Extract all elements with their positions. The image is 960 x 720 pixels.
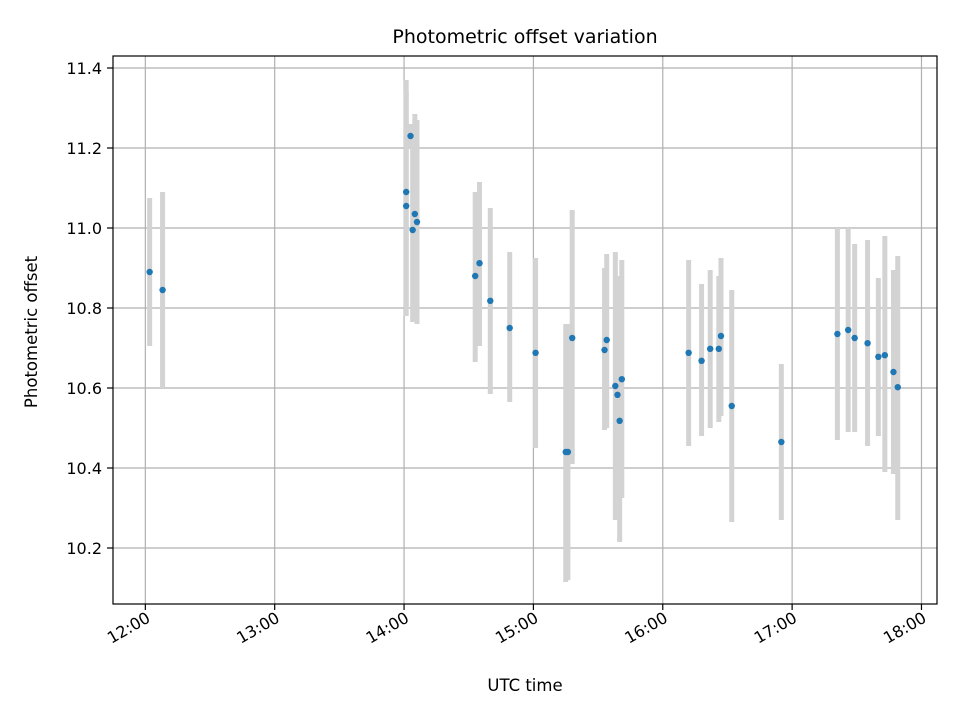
data-point	[532, 349, 539, 356]
x-axis-label: UTC time	[487, 676, 562, 695]
data-point	[403, 188, 410, 196]
data-point	[881, 352, 889, 359]
data-point	[715, 345, 723, 352]
y-tick-label: 10.6	[66, 379, 102, 398]
y-tick-label: 10.8	[66, 299, 102, 318]
data-point	[778, 438, 785, 446]
data-point	[875, 353, 882, 360]
data-point	[728, 402, 735, 410]
data-point	[159, 286, 166, 294]
data-point	[601, 346, 608, 354]
data-point	[864, 340, 871, 347]
chart-title: Photometric offset variation	[392, 26, 657, 48]
y-tick-label: 11.4	[66, 59, 102, 78]
data-points	[146, 132, 901, 456]
y-tick-label: 10.2	[66, 539, 102, 558]
y-axis-ticks: 10.2 10.4 10.6 10.8 11.0 11.2 11.4	[66, 59, 113, 558]
data-point	[409, 226, 416, 234]
data-point	[894, 384, 901, 391]
data-point	[616, 417, 623, 424]
data-point	[618, 376, 626, 383]
y-tick-label: 10.4	[66, 459, 102, 478]
data-point	[890, 368, 897, 376]
data-point	[564, 448, 572, 456]
data-point	[411, 210, 419, 218]
data-point	[146, 268, 153, 276]
data-point	[698, 357, 705, 364]
data-point	[685, 349, 692, 356]
data-point	[706, 345, 714, 352]
data-point	[851, 334, 858, 342]
data-point	[844, 326, 852, 334]
data-point	[614, 391, 621, 398]
data-point	[407, 132, 414, 140]
data-point	[476, 260, 483, 267]
data-point	[506, 324, 513, 332]
data-point	[403, 202, 410, 210]
data-point	[603, 336, 610, 344]
data-point	[717, 332, 725, 340]
data-point	[834, 330, 841, 338]
data-point	[413, 218, 421, 226]
data-point	[569, 334, 576, 342]
y-tick-label: 11.0	[66, 219, 102, 238]
data-point	[487, 297, 494, 304]
data-point	[471, 272, 479, 280]
y-axis-label: Photometric offset	[22, 255, 41, 408]
data-point	[612, 382, 619, 390]
y-tick-label: 11.2	[66, 139, 102, 158]
plot-area-frame	[112, 55, 938, 605]
